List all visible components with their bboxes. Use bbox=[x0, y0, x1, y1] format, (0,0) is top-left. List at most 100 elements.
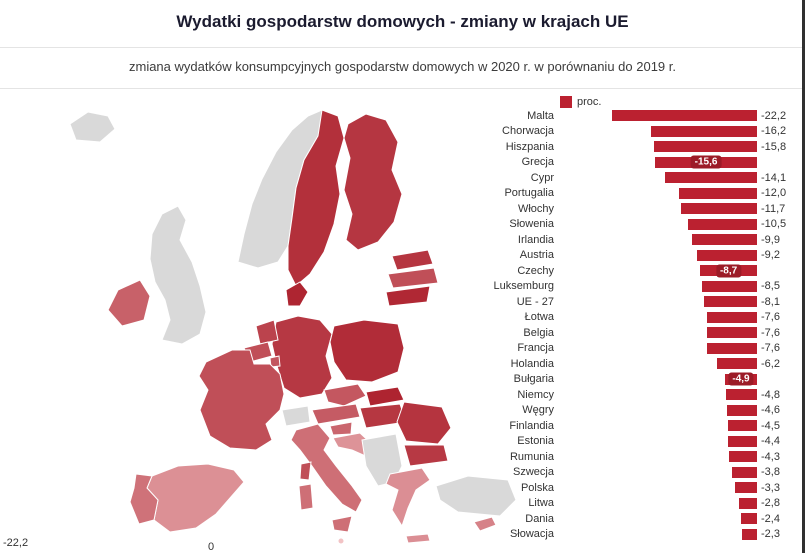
map-country-wlochy[interactable] bbox=[290, 423, 363, 513]
bar-track bbox=[560, 110, 757, 122]
map-country-grecja[interactable] bbox=[385, 467, 431, 528]
map-country-islandia[interactable] bbox=[69, 111, 116, 143]
map-country-wielka-brytania[interactable] bbox=[149, 205, 207, 345]
country-label: Finlandia bbox=[509, 419, 554, 432]
bar-row: Portugalia -12,0 bbox=[440, 186, 802, 202]
country-label: Cypr bbox=[530, 171, 554, 184]
bar[interactable]: -4,9 bbox=[725, 372, 757, 386]
value-label: -11,7 bbox=[761, 202, 786, 215]
bar[interactable] bbox=[651, 125, 757, 137]
bar-track bbox=[560, 404, 757, 416]
bar-row: Włochy -11,7 bbox=[440, 201, 802, 217]
bar[interactable] bbox=[735, 482, 757, 494]
country-label: Hiszpania bbox=[505, 140, 554, 153]
bar-track bbox=[560, 466, 757, 478]
bar[interactable]: -15,6 bbox=[655, 155, 757, 169]
map-country-polska[interactable] bbox=[329, 319, 405, 383]
bar[interactable] bbox=[728, 435, 757, 447]
europe-choropleth-map bbox=[0, 94, 525, 549]
bar-track bbox=[560, 249, 757, 261]
country-label: Portugalia bbox=[504, 187, 554, 200]
map-country-francja[interactable] bbox=[198, 349, 285, 451]
bar[interactable] bbox=[727, 420, 757, 432]
bar[interactable] bbox=[701, 280, 757, 292]
map-country-bulgaria[interactable] bbox=[403, 444, 449, 467]
map-country-wlochy-sardynia[interactable] bbox=[298, 483, 314, 511]
bar[interactable] bbox=[678, 187, 757, 199]
country-label: Czechy bbox=[517, 264, 554, 277]
map-country-holandia[interactable] bbox=[255, 319, 279, 345]
map-country-wlochy-sycylia[interactable] bbox=[331, 515, 353, 533]
map-scale-zero-label: 0 bbox=[208, 541, 215, 553]
country-label: Luksemburg bbox=[493, 280, 554, 293]
value-label: -16,2 bbox=[761, 125, 787, 138]
map-country-grecja-kreta[interactable] bbox=[405, 533, 431, 544]
country-label: Słowacja bbox=[509, 528, 554, 541]
bar-track bbox=[560, 296, 757, 308]
bar-track bbox=[560, 218, 757, 230]
country-label: Rumunia bbox=[509, 450, 554, 463]
bar[interactable] bbox=[704, 296, 757, 308]
country-label: Holandia bbox=[510, 357, 554, 370]
value-label: -22,2 bbox=[761, 109, 787, 122]
country-label: Węgry bbox=[522, 404, 554, 417]
bar-row: Węgry -4,6 bbox=[440, 403, 802, 419]
value-label: -4,8 bbox=[761, 388, 780, 401]
legend-swatch-icon bbox=[560, 96, 572, 108]
map-country-szwecja[interactable] bbox=[287, 109, 345, 287]
bar-row: Luksemburg -8,5 bbox=[440, 279, 802, 295]
bar-track bbox=[560, 327, 757, 339]
map-country-finlandia[interactable] bbox=[343, 113, 403, 251]
bar-track bbox=[560, 528, 757, 540]
bar[interactable] bbox=[680, 203, 757, 215]
bar-track bbox=[560, 280, 757, 292]
bar[interactable] bbox=[707, 342, 757, 354]
bar[interactable] bbox=[664, 172, 757, 184]
map-country-dania[interactable] bbox=[285, 281, 309, 307]
bar[interactable]: -8,7 bbox=[700, 264, 757, 278]
bar[interactable] bbox=[725, 389, 757, 401]
series-legend[interactable]: proc. bbox=[560, 96, 601, 108]
map-country-turcja[interactable] bbox=[435, 475, 517, 517]
bar[interactable] bbox=[738, 497, 757, 509]
country-label: Szwecja bbox=[513, 466, 554, 479]
bar-row: Litwa -2,8 bbox=[440, 496, 802, 512]
bar[interactable] bbox=[696, 249, 757, 261]
bar[interactable] bbox=[688, 218, 757, 230]
bar-track bbox=[560, 172, 757, 184]
bar[interactable] bbox=[727, 404, 757, 416]
bar[interactable] bbox=[716, 358, 757, 370]
map-country-rumunia[interactable] bbox=[396, 401, 452, 445]
bar-track bbox=[560, 420, 757, 432]
map-country-austria[interactable] bbox=[311, 403, 361, 425]
map-country-slowenia[interactable] bbox=[329, 421, 353, 436]
bar[interactable] bbox=[707, 311, 757, 323]
value-label: -2,3 bbox=[761, 528, 780, 541]
map-country-lotwa[interactable] bbox=[387, 267, 439, 289]
map-country-irlandia[interactable] bbox=[107, 279, 151, 327]
bar-row: Cypr -14,1 bbox=[440, 170, 802, 186]
bar[interactable] bbox=[692, 234, 757, 246]
map-country-estonia[interactable] bbox=[391, 249, 434, 271]
map-country-slowacja[interactable] bbox=[365, 386, 405, 407]
bar[interactable] bbox=[732, 466, 757, 478]
country-label: Polska bbox=[520, 481, 554, 494]
map-country-portugalia[interactable] bbox=[129, 473, 159, 525]
map-country-litwa[interactable] bbox=[385, 285, 431, 307]
map-country-cypr[interactable] bbox=[473, 516, 497, 532]
bar[interactable] bbox=[707, 327, 757, 339]
bar[interactable] bbox=[741, 513, 757, 525]
country-label: Francja bbox=[517, 342, 554, 355]
map-country-szwajcaria[interactable] bbox=[281, 405, 311, 427]
bar[interactable] bbox=[612, 110, 757, 122]
bar[interactable] bbox=[742, 528, 757, 540]
map-country-francja-korsyka[interactable] bbox=[299, 461, 312, 481]
bar[interactable] bbox=[728, 451, 757, 463]
map-country-hiszpania[interactable] bbox=[146, 463, 245, 533]
bar-row: Estonia -4,4 bbox=[440, 434, 802, 450]
map-country-czechy[interactable] bbox=[323, 383, 367, 407]
country-label: Bułgaria bbox=[513, 373, 554, 386]
value-label: -3,8 bbox=[761, 466, 780, 479]
map-country-malta[interactable] bbox=[337, 537, 345, 545]
bar[interactable] bbox=[653, 141, 757, 153]
